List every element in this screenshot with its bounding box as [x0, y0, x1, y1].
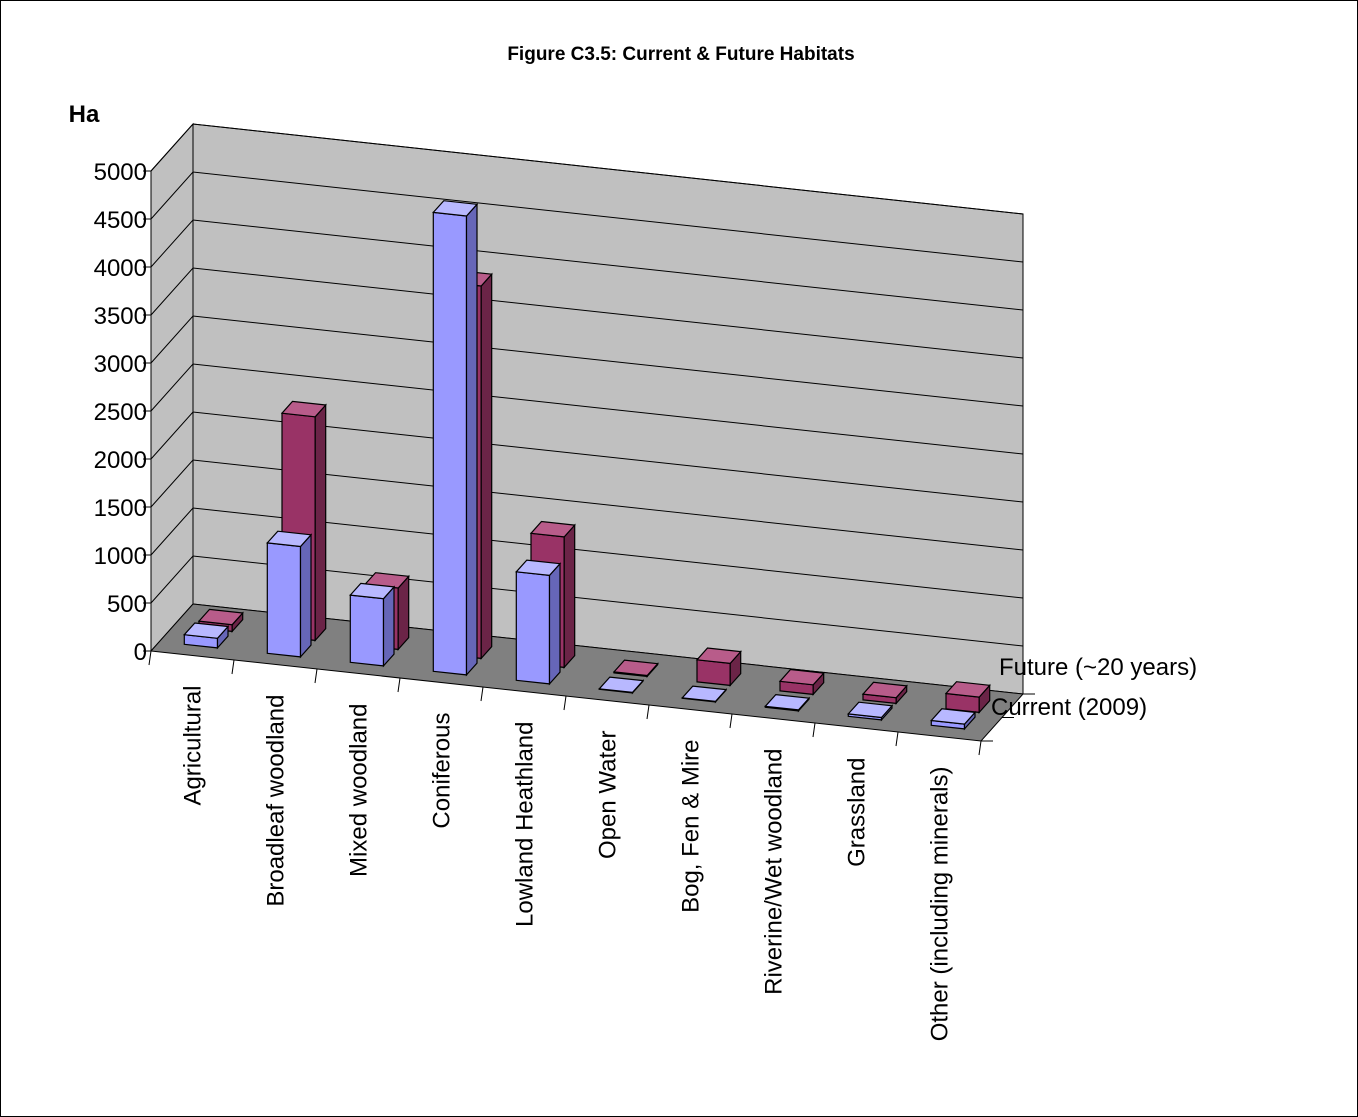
y-tick-label: 2000	[94, 447, 147, 474]
x-tick-mark	[895, 731, 899, 747]
x-category-label: Other (including minerals)	[927, 767, 954, 1042]
y-tick-label: 3500	[94, 303, 147, 330]
bar-front-face	[432, 211, 468, 676]
x-tick-mark	[978, 740, 982, 756]
y-tick-label: 4500	[94, 207, 147, 234]
bar-top-face	[930, 708, 977, 725]
y-axis-label: Ha	[69, 101, 100, 128]
bar-top-face	[695, 647, 742, 665]
gridline	[150, 219, 1024, 311]
gridline	[150, 171, 1024, 263]
chart-title: Figure C3.5: Current & Future Habitats	[507, 44, 854, 65]
bar-current	[598, 676, 645, 695]
bar-current	[764, 693, 811, 713]
bar-front-face	[349, 594, 385, 667]
gridline	[150, 555, 1024, 647]
bar-front-face	[696, 659, 731, 687]
bar-top-face	[944, 681, 991, 698]
y-tick-label: 0	[134, 639, 147, 666]
x-tick-mark	[563, 695, 567, 711]
bar-future	[695, 647, 742, 687]
bar-side-face	[382, 585, 395, 668]
bar-top-face	[778, 668, 825, 686]
bar-top-face	[197, 608, 244, 626]
bar-current	[515, 559, 562, 686]
x-category-label: Mixed woodland	[346, 704, 373, 877]
bar-top-face	[764, 693, 811, 711]
y-tick-label: 2500	[94, 399, 147, 426]
bar-side-face	[548, 562, 561, 686]
bar-top-face	[432, 200, 479, 217]
bar-side-face	[480, 272, 493, 660]
x-tick-mark	[231, 659, 235, 675]
bar-top-face	[598, 676, 645, 694]
bar-top-face	[681, 685, 728, 703]
bar-current	[930, 708, 977, 731]
x-category-label: Open Water	[595, 730, 622, 859]
y-tick-label: 1500	[94, 495, 147, 522]
x-category-label: Riverine/Wet woodland	[761, 749, 788, 995]
bars	[183, 200, 991, 731]
gridline	[150, 363, 1024, 455]
gridline	[150, 123, 1024, 215]
gridline	[150, 267, 1024, 359]
x-category-label: Agricultural	[180, 686, 207, 806]
gridline	[150, 459, 1024, 551]
x-category-label: Bog, Fen & Mire	[678, 740, 705, 913]
bar-side-face	[465, 202, 478, 677]
gridlines	[150, 123, 1024, 647]
x-category-label: Coniferous	[429, 713, 456, 829]
bar-top-face	[612, 659, 659, 677]
y-tick-label: 500	[107, 591, 147, 618]
bar-current	[349, 582, 396, 668]
bar-top-face	[861, 681, 908, 699]
x-category-label: Lowland Heathland	[512, 722, 539, 928]
y-axis-ticks: 0 500 1000 1500 2000 2500 3000 3500 4000 4500 5000	[94, 159, 152, 666]
y-tick-label: 1000	[94, 543, 147, 570]
y-tick-label: 3000	[94, 351, 147, 378]
bar-future	[778, 668, 825, 696]
bar-side-face	[563, 523, 576, 669]
bar-current	[266, 530, 313, 659]
gridline	[150, 315, 1024, 407]
bar-side-face	[299, 533, 312, 659]
bar-top-face	[280, 400, 327, 418]
bar-current	[183, 622, 230, 650]
bar-top-face	[183, 622, 230, 639]
bar-front-face	[266, 542, 302, 658]
x-tick-mark	[148, 650, 152, 666]
bar-top-face	[266, 530, 313, 548]
bar-top-face	[529, 520, 576, 538]
bar-future	[944, 681, 991, 714]
bar-top-face	[515, 559, 562, 577]
bar-current	[432, 200, 479, 677]
x-tick-mark	[729, 713, 733, 729]
gridline	[150, 507, 1024, 599]
bar-top-face	[847, 701, 894, 719]
bar-current	[681, 685, 728, 704]
x-tick-mark	[397, 677, 401, 693]
x-axis-ticks: Agricultural Broadleaf woodland Mixed wood…	[148, 650, 1035, 1042]
x-tick-mark	[812, 722, 816, 738]
y-tick-label: 4000	[94, 255, 147, 282]
x-tick-mark	[314, 668, 318, 684]
bar-side-face	[314, 403, 327, 642]
bar-top-face	[349, 582, 396, 600]
bar-front-face	[515, 571, 551, 685]
gridline	[150, 411, 1024, 503]
series-label-current: Current (2009)	[991, 694, 1147, 721]
series-label-future: Future (~20 years)	[999, 654, 1197, 681]
bar-future	[861, 681, 908, 705]
x-category-label: Grassland	[844, 758, 871, 867]
x-category-label: Broadleaf woodland	[263, 695, 290, 907]
x-tick-mark	[646, 704, 650, 720]
bar-future	[612, 659, 659, 678]
y-tick-label: 5000	[94, 159, 147, 186]
bar-current	[847, 701, 894, 722]
bar-side-face	[397, 574, 410, 651]
x-tick-mark	[480, 686, 484, 702]
